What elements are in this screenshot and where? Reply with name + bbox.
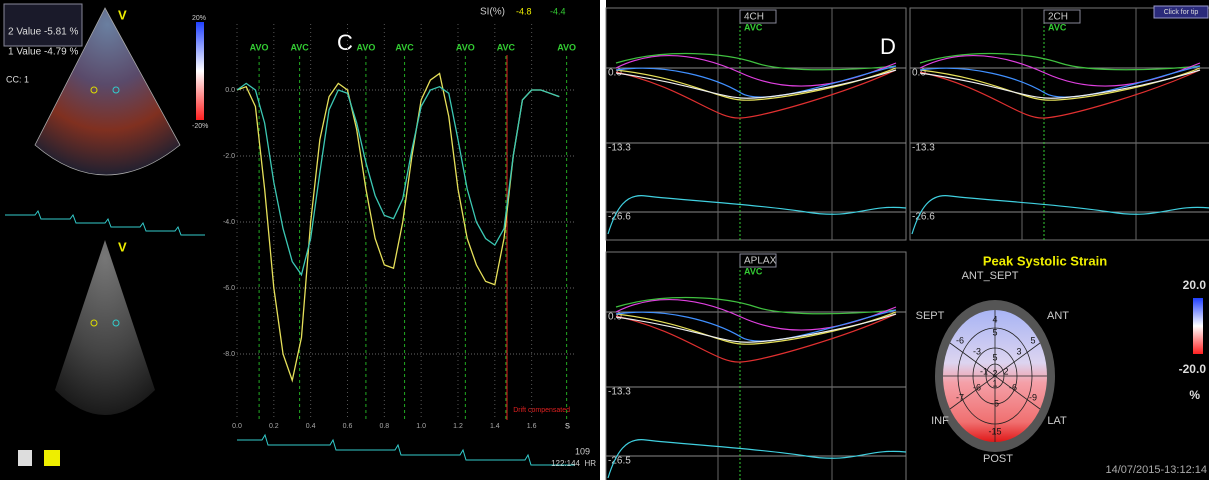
readout: 2 Value -5.81 %: [8, 27, 79, 38]
x-unit: s: [565, 421, 570, 432]
y-tick-label: -2.0: [223, 153, 235, 160]
unit: %: [1189, 388, 1200, 402]
segment-value: -5: [991, 398, 999, 408]
strain-tick: -13.3: [912, 143, 935, 154]
y-tick-label: -8.0: [223, 351, 235, 358]
region-label: ANT: [1047, 310, 1069, 322]
readout: 1 Value -4.79 %: [8, 47, 79, 58]
view-event: AVC: [744, 22, 763, 32]
segment-value: -9: [1029, 392, 1037, 402]
region-label: POST: [983, 453, 1013, 465]
segment-value: 1: [992, 378, 997, 388]
region-label: SEPT: [916, 310, 945, 322]
segment-value: -3: [973, 346, 981, 356]
x-tick-label: 1.4: [490, 423, 500, 430]
scale-top: 20%: [192, 15, 206, 22]
event-label: AVO: [250, 42, 269, 52]
strain-tick: -26.5: [608, 456, 631, 467]
scale-max: 20.0: [1183, 278, 1207, 292]
view-name: 2CH: [1048, 12, 1068, 23]
hr-value: 109: [575, 446, 590, 456]
segment-value: -15: [988, 426, 1001, 436]
region-label: ANT_SEPT: [962, 270, 1019, 282]
annotation: Drift compensated: [513, 407, 570, 414]
hr-label: HR: [584, 459, 596, 468]
segment-value: -6: [1009, 382, 1017, 392]
tip[interactable]: Click for tip: [1164, 9, 1199, 16]
view-event: AVC: [1048, 22, 1067, 32]
strain-tick: -26.6: [608, 212, 631, 223]
divider: [602, 0, 606, 480]
page: 2 Value -5.81 % 1 Value -4.79 % CC: 1 V …: [0, 0, 1209, 480]
x-tick-label: 0.0: [232, 423, 242, 430]
segment-value: 2: [992, 368, 997, 378]
segment-value: -7: [956, 392, 964, 402]
scale-min: -20.0: [1179, 362, 1207, 376]
y-tick-label: 0.0: [225, 87, 235, 94]
y-tick-label: -4.0: [223, 219, 235, 226]
color-bar: [196, 22, 204, 120]
x-tick-label: 0.8: [379, 423, 389, 430]
event-label: AVC: [290, 42, 309, 52]
bullseye-title: Peak Systolic Strain: [983, 253, 1107, 268]
scale-bottom: -20%: [192, 123, 208, 130]
event-label: AVC: [497, 42, 516, 52]
y-label: SI(%): [480, 7, 505, 18]
cc: CC: 1: [6, 74, 29, 84]
segment-value: 3: [1016, 346, 1021, 356]
readout-box: [4, 4, 82, 46]
x-tick-label: 1.6: [527, 423, 537, 430]
strain-tick: -13.3: [608, 387, 631, 398]
event-label: AVC: [395, 42, 414, 52]
x-tick-label: 0.2: [269, 423, 279, 430]
frame: 122:144: [551, 459, 580, 468]
strain-tick: -26.6: [912, 212, 935, 223]
readout: -4.8: [516, 6, 532, 16]
segment-value: 2: [1003, 366, 1008, 376]
panel-label: D: [880, 34, 896, 59]
icon[interactable]: [18, 450, 32, 466]
date: 14/07/2015-13:12:14: [1105, 464, 1207, 476]
y-tick-label: -6.0: [223, 285, 235, 292]
event-label: AVO: [456, 42, 475, 52]
event-label: AVO: [356, 42, 375, 52]
segment-value: 5: [992, 352, 997, 362]
region-label: LAT: [1047, 415, 1067, 427]
region-label: INF: [931, 415, 949, 427]
segment-value: 5: [1030, 335, 1035, 345]
view-marker: V: [118, 239, 127, 254]
view-name: 4CH: [744, 12, 764, 23]
view-name: APLAX: [744, 256, 777, 267]
segment-value: -1: [980, 366, 988, 376]
x-tick-label: 0.6: [343, 423, 353, 430]
icon[interactable]: [44, 450, 60, 466]
segment-value: 4: [992, 314, 997, 324]
view-marker: V: [118, 7, 127, 22]
segment-value: 5: [992, 327, 997, 337]
x-tick-label: 1.0: [416, 423, 426, 430]
x-tick-label: 0.4: [306, 423, 316, 430]
segment-value: -6: [973, 382, 981, 392]
color-bar: [1193, 298, 1203, 354]
readout: -4.4: [550, 6, 566, 16]
x-tick-label: 1.2: [453, 423, 463, 430]
segment-value: -6: [956, 335, 964, 345]
event-label: AVO: [557, 42, 576, 52]
strain-tick: -13.3: [608, 143, 631, 154]
view-event: AVC: [744, 266, 763, 276]
panel-label: C: [337, 30, 353, 55]
